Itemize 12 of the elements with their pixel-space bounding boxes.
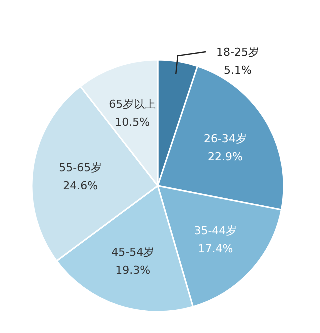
data-label: 19.3% [116, 264, 151, 278]
data-label: 5.1% [224, 64, 252, 77]
slice-label: 55-65岁 [59, 161, 102, 174]
slice-label: 26-34岁 [204, 132, 247, 146]
data-label: 22.9% [208, 150, 243, 164]
slice-label: 65岁以上 [109, 98, 156, 112]
slice-label: 35-44岁 [194, 224, 238, 238]
data-label: 17.4% [198, 242, 234, 256]
data-label: 10.5% [115, 116, 150, 130]
data-label: 24.6% [63, 179, 98, 192]
slice-label: 18-25岁 [216, 46, 260, 59]
slice-label: 45-54岁 [112, 246, 155, 260]
